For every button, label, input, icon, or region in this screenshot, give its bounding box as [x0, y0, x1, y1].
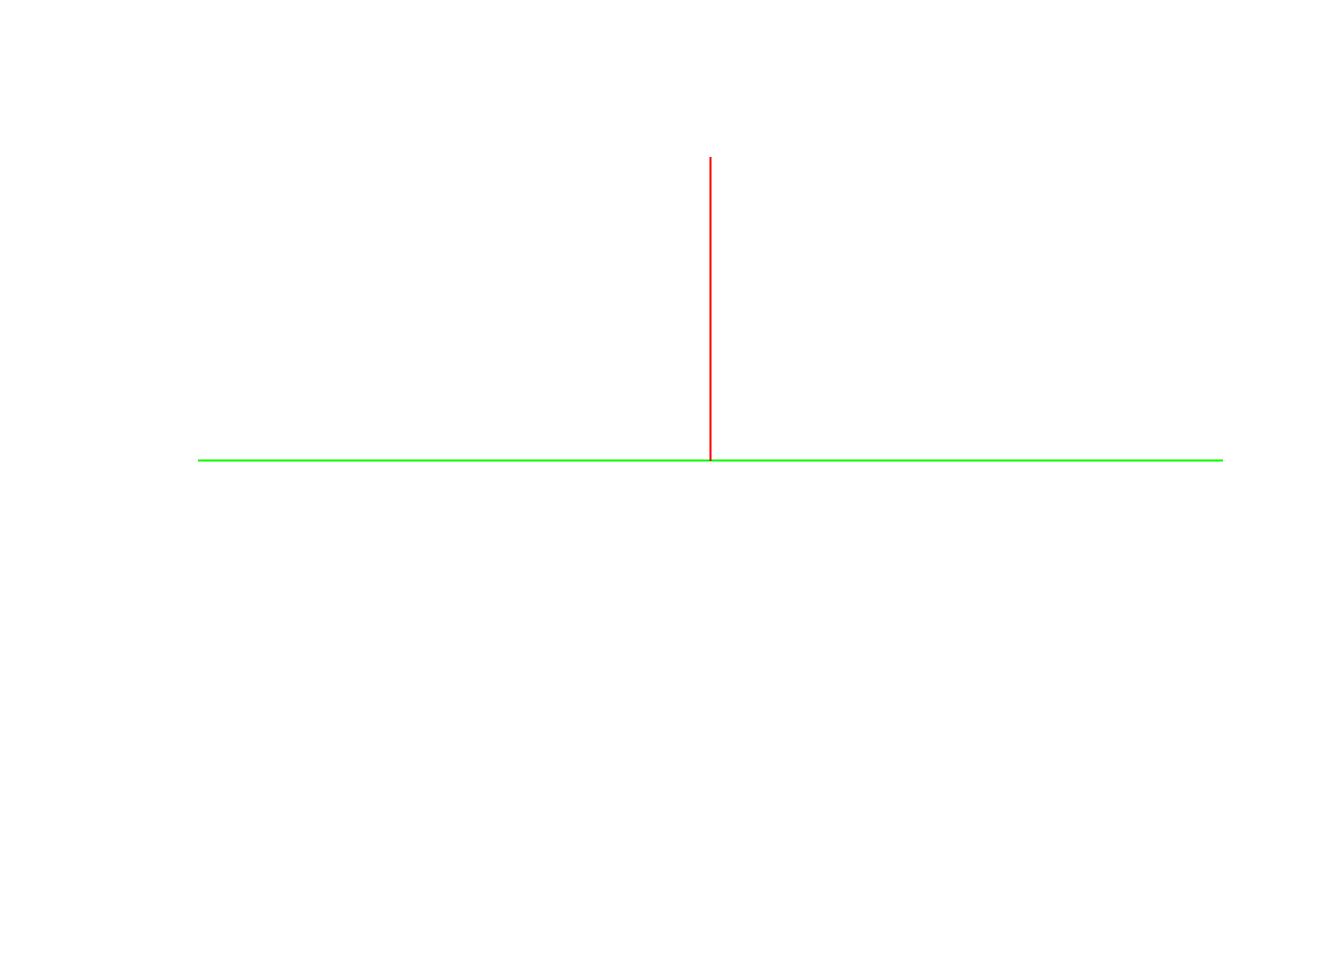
diagram-canvas: [0, 0, 1344, 960]
diagram-background: [0, 0, 1344, 960]
diagram-svg: [0, 0, 1344, 960]
